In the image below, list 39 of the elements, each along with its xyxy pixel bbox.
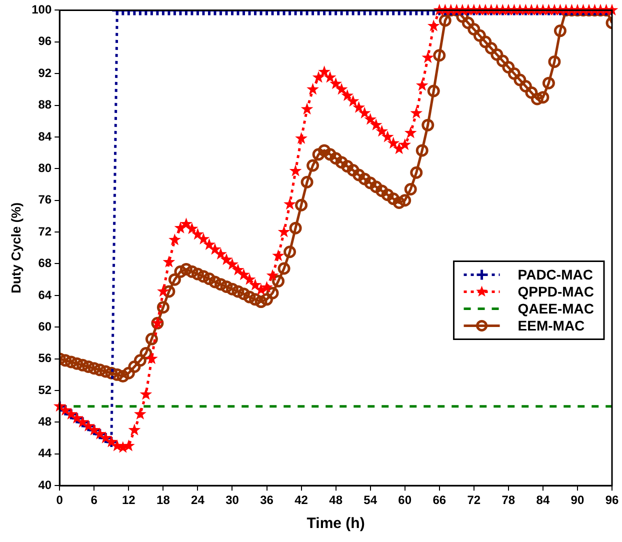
x-tick-label: 30 <box>226 493 240 508</box>
y-tick-label: 88 <box>38 98 52 112</box>
x-tick-label: 96 <box>605 493 619 508</box>
y-tick-label: 68 <box>38 256 52 270</box>
x-tick-label: 66 <box>432 493 446 508</box>
x-tick-label: 18 <box>156 493 170 508</box>
y-axis-title: Duty Cycle (%) <box>8 202 24 294</box>
legend-label: EEM-MAC <box>518 318 585 334</box>
legend-label: QPPD-MAC <box>518 284 594 300</box>
x-tick-label: 48 <box>329 493 343 508</box>
y-tick-label: 80 <box>38 160 52 175</box>
y-tick-label: 44 <box>38 446 52 460</box>
x-tick-label: 60 <box>398 493 412 508</box>
y-tick-label: 92 <box>38 66 52 80</box>
y-tick-label: 40 <box>38 478 52 492</box>
x-axis-title: Time (h) <box>306 515 365 532</box>
x-tick-label: 0 <box>56 493 64 508</box>
y-tick-label: 100 <box>32 2 52 17</box>
legend-label: PADC-MAC <box>518 266 593 283</box>
x-tick-label: 72 <box>467 493 481 508</box>
legend-label: QAEE-MAC <box>518 300 594 317</box>
x-tick-label: 54 <box>364 493 378 508</box>
y-tick-label: 52 <box>38 382 52 397</box>
x-tick-label: 6 <box>90 493 98 508</box>
x-tick-label: 42 <box>294 493 308 508</box>
y-tick-label: 56 <box>38 351 52 366</box>
x-tick-label: 12 <box>122 493 136 508</box>
x-tick-label: 84 <box>536 493 550 508</box>
y-tick-label: 72 <box>38 224 52 238</box>
x-tick-label: 90 <box>570 493 584 508</box>
x-tick-label: 78 <box>502 493 516 508</box>
x-tick-label: 24 <box>191 493 205 508</box>
y-tick-label: 48 <box>38 414 52 429</box>
y-tick-label: 64 <box>38 288 52 302</box>
y-tick-label: 76 <box>38 192 52 207</box>
y-tick-label: 96 <box>38 34 52 48</box>
y-tick-label: 60 <box>38 319 52 334</box>
y-tick-label: 84 <box>38 129 52 144</box>
x-tick-label: 36 <box>260 493 274 508</box>
